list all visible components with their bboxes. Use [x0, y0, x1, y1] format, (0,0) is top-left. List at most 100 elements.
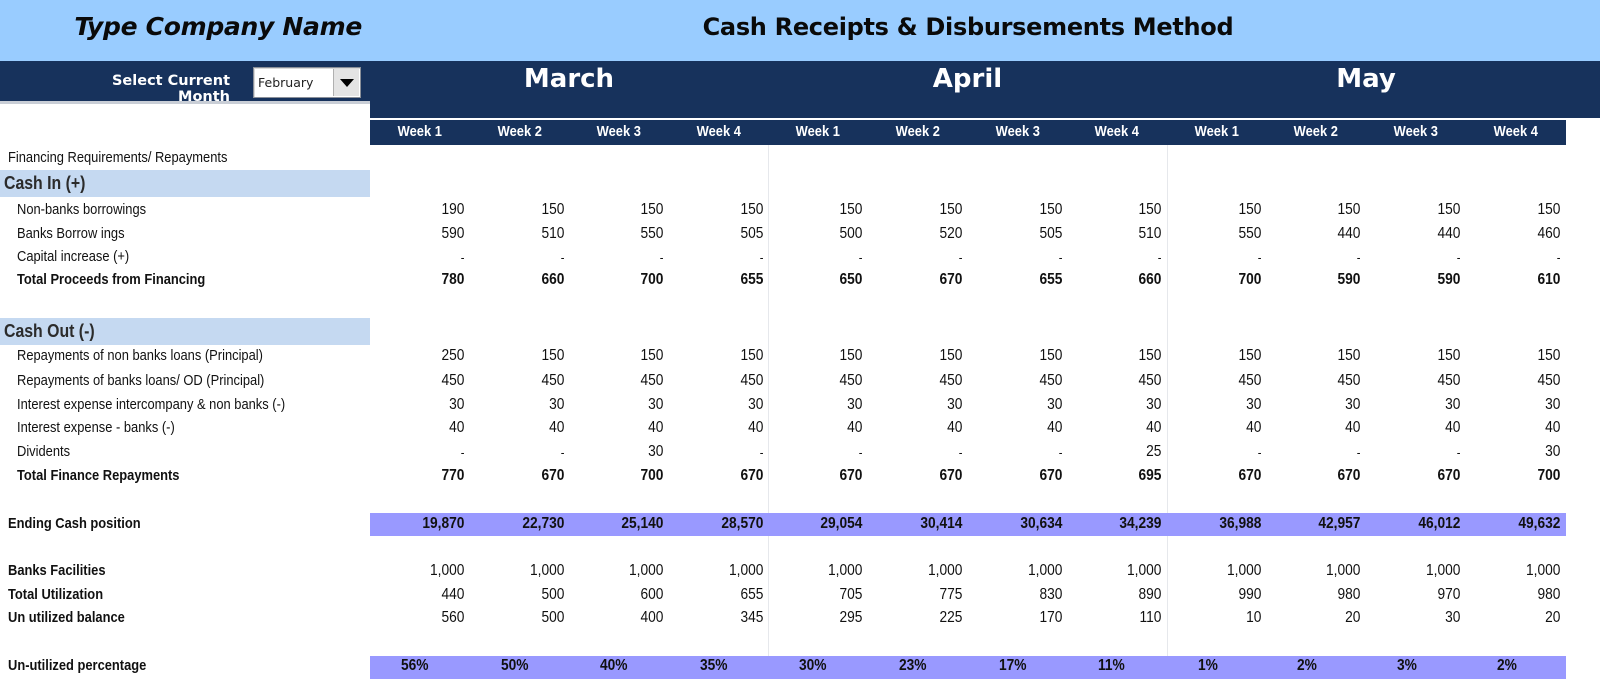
table-cell[interactable]: 30 — [1544, 396, 1561, 413]
table-cell[interactable]: 150 — [1437, 201, 1461, 218]
table-cell[interactable]: 49,632 — [1517, 515, 1561, 532]
table-cell[interactable]: 1% — [1197, 657, 1218, 674]
table-cell[interactable]: 460 — [1537, 225, 1561, 242]
table-cell[interactable]: - — [1456, 445, 1461, 460]
table-cell[interactable]: 40 — [947, 419, 963, 436]
table-cell[interactable]: 705 — [839, 586, 863, 603]
table-cell[interactable]: 11% — [1098, 657, 1125, 674]
table-cell[interactable]: - — [1058, 250, 1063, 265]
table-cell[interactable]: 56% — [400, 657, 429, 674]
table-cell[interactable]: 30 — [747, 396, 764, 413]
table-cell[interactable]: 670 — [1238, 467, 1262, 484]
table-cell[interactable]: 970 — [1437, 586, 1461, 603]
table-cell[interactable]: 655 — [740, 271, 764, 288]
table-cell[interactable]: 23% — [898, 657, 927, 674]
table-cell[interactable]: 510 — [1138, 225, 1162, 242]
table-cell[interactable]: 450 — [1039, 372, 1063, 389]
table-cell[interactable]: 250 — [441, 347, 465, 364]
table-cell[interactable]: 40 — [1544, 419, 1561, 436]
table-cell[interactable]: 1,000 — [927, 562, 963, 579]
table-cell[interactable]: 34,239 — [1119, 515, 1162, 532]
table-cell[interactable]: 780 — [441, 271, 465, 288]
table-cell[interactable]: 30 — [1046, 396, 1063, 413]
dropdown-button[interactable] — [333, 69, 359, 96]
table-cell[interactable]: 42,957 — [1318, 515, 1361, 532]
table-cell[interactable]: 30 — [1445, 609, 1461, 626]
table-cell[interactable]: - — [859, 250, 863, 265]
table-cell[interactable]: 560 — [441, 609, 465, 626]
table-cell[interactable]: 36,988 — [1219, 515, 1262, 532]
table-cell[interactable]: 440 — [1437, 225, 1461, 242]
table-cell[interactable]: 1,000 — [828, 562, 863, 579]
company-name[interactable]: Type Company Name — [74, 12, 362, 41]
table-cell[interactable]: 1,000 — [1127, 562, 1162, 579]
table-cell[interactable]: 150 — [640, 347, 664, 364]
table-cell[interactable]: 150 — [541, 201, 565, 218]
table-cell[interactable]: 400 — [640, 609, 664, 626]
month-select[interactable]: February — [253, 67, 361, 98]
table-cell[interactable]: 1,000 — [629, 562, 664, 579]
table-cell[interactable]: 30 — [947, 396, 963, 413]
table-cell[interactable]: 500 — [839, 225, 863, 242]
table-cell[interactable]: 450 — [541, 372, 565, 389]
table-cell[interactable]: 660 — [1138, 271, 1162, 288]
table-cell[interactable]: 150 — [541, 347, 565, 364]
table-cell[interactable]: 775 — [939, 586, 963, 603]
table-cell[interactable]: 450 — [640, 372, 664, 389]
table-cell[interactable]: 2% — [1297, 657, 1318, 674]
table-cell[interactable]: 29,054 — [820, 515, 863, 532]
table-cell[interactable]: 46,012 — [1418, 515, 1461, 532]
table-cell[interactable]: - — [958, 250, 963, 265]
table-cell[interactable]: 110 — [1139, 609, 1162, 626]
table-cell[interactable]: 1,000 — [1525, 562, 1561, 579]
table-cell[interactable]: 150 — [1138, 201, 1162, 218]
table-cell[interactable]: 150 — [1138, 347, 1162, 364]
table-cell[interactable]: 30 — [648, 443, 664, 460]
table-cell[interactable]: 700 — [1537, 467, 1561, 484]
table-cell[interactable]: 1,000 — [1326, 562, 1361, 579]
table-cell[interactable]: 655 — [1039, 271, 1063, 288]
table-cell[interactable]: 510 — [541, 225, 565, 242]
table-cell[interactable]: 670 — [939, 467, 963, 484]
table-cell[interactable]: - — [1456, 250, 1461, 265]
table-cell[interactable]: 1,000 — [1027, 562, 1063, 579]
table-cell[interactable]: 150 — [1537, 347, 1561, 364]
table-cell[interactable]: 30,634 — [1019, 515, 1063, 532]
table-cell[interactable]: 30 — [1245, 396, 1262, 413]
table-cell[interactable]: 150 — [740, 201, 764, 218]
table-cell[interactable]: 40 — [747, 419, 764, 436]
table-cell[interactable]: - — [1058, 445, 1063, 460]
table-cell[interactable]: 700 — [640, 467, 664, 484]
table-cell[interactable]: 225 — [939, 609, 963, 626]
table-cell[interactable]: 700 — [1238, 271, 1262, 288]
table-cell[interactable]: 450 — [939, 372, 963, 389]
table-cell[interactable]: 670 — [740, 467, 764, 484]
table-cell[interactable]: 440 — [1337, 225, 1361, 242]
table-cell[interactable]: - — [560, 250, 565, 265]
table-cell[interactable]: 450 — [740, 372, 764, 389]
table-cell[interactable]: 40 — [1146, 419, 1162, 436]
table-cell[interactable]: - — [1556, 250, 1561, 265]
table-cell[interactable]: 30 — [847, 396, 863, 413]
table-cell[interactable]: 3% — [1396, 657, 1417, 674]
table-cell[interactable]: 20 — [1345, 609, 1361, 626]
table-cell[interactable]: 505 — [1039, 225, 1063, 242]
table-cell[interactable]: 150 — [1337, 201, 1361, 218]
table-cell[interactable]: - — [460, 250, 465, 265]
table-cell[interactable]: 30 — [1146, 396, 1162, 413]
table-cell[interactable]: - — [759, 445, 764, 460]
table-cell[interactable]: 150 — [1238, 347, 1262, 364]
table-cell[interactable]: 150 — [1537, 201, 1561, 218]
table-cell[interactable]: 25 — [1146, 443, 1162, 460]
table-cell[interactable]: 1,000 — [529, 562, 565, 579]
table-cell[interactable]: 150 — [839, 201, 863, 218]
table-cell[interactable]: - — [1357, 250, 1361, 265]
table-cell[interactable]: - — [659, 250, 664, 265]
table-cell[interactable]: 30 — [548, 396, 565, 413]
table-cell[interactable]: - — [859, 445, 863, 460]
table-cell[interactable]: 150 — [839, 347, 863, 364]
table-cell[interactable]: 1,000 — [429, 562, 465, 579]
table-cell[interactable]: 150 — [640, 201, 664, 218]
table-cell[interactable]: 610 — [1537, 271, 1561, 288]
table-cell[interactable]: 590 — [1437, 271, 1461, 288]
